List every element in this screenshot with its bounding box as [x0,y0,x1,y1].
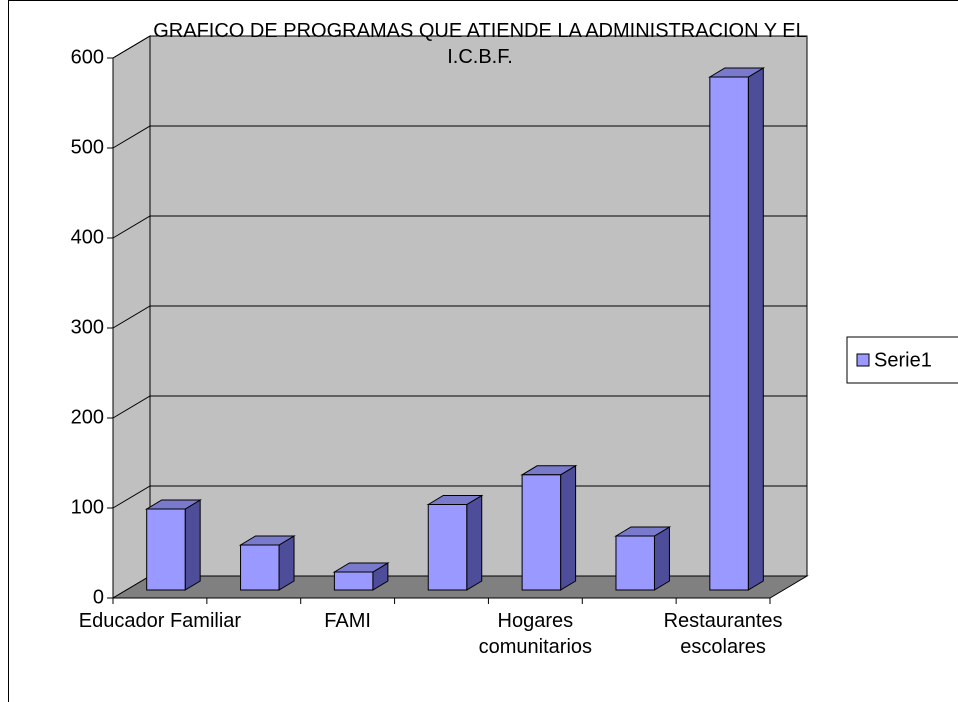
x-tick-label: FAMI [324,610,371,632]
y-tick-label: 400 [71,226,104,248]
bar-side [466,494,483,591]
grid-line [112,305,807,329]
grid-line [112,485,807,509]
y-tick-label: 300 [71,316,104,338]
x-tick-label: Restaurantes escolares [663,610,783,658]
bar [427,504,468,591]
bar [333,571,374,591]
legend-label: Serie1 [874,349,932,371]
bar-side [653,526,670,591]
grid-line [112,125,807,149]
bar-side [184,499,201,591]
grid-line [112,395,807,419]
x-tick-label: Educador Familiar [78,610,242,632]
bar [521,474,562,591]
y-tick-label: 100 [71,496,104,518]
y-tick-label: 200 [71,406,104,428]
x-tick-label: Hogares comunitarios [478,610,593,658]
bar [615,535,655,591]
bar [709,76,749,591]
bar [146,508,186,591]
y-tick-label: 600 [71,46,104,68]
grid-line [112,215,807,239]
chart-frame [8,0,958,702]
bar-side [560,464,577,591]
legend-swatch [856,353,870,367]
bar [240,544,280,591]
grid-line [112,35,807,59]
chart-title: GRAFICO DE PROGRAMAS QUE ATIENDE LA ADMI… [153,20,807,68]
y-tick-label: 0 [93,586,104,608]
bar-side [747,67,764,591]
y-tick-label: 500 [71,136,104,158]
